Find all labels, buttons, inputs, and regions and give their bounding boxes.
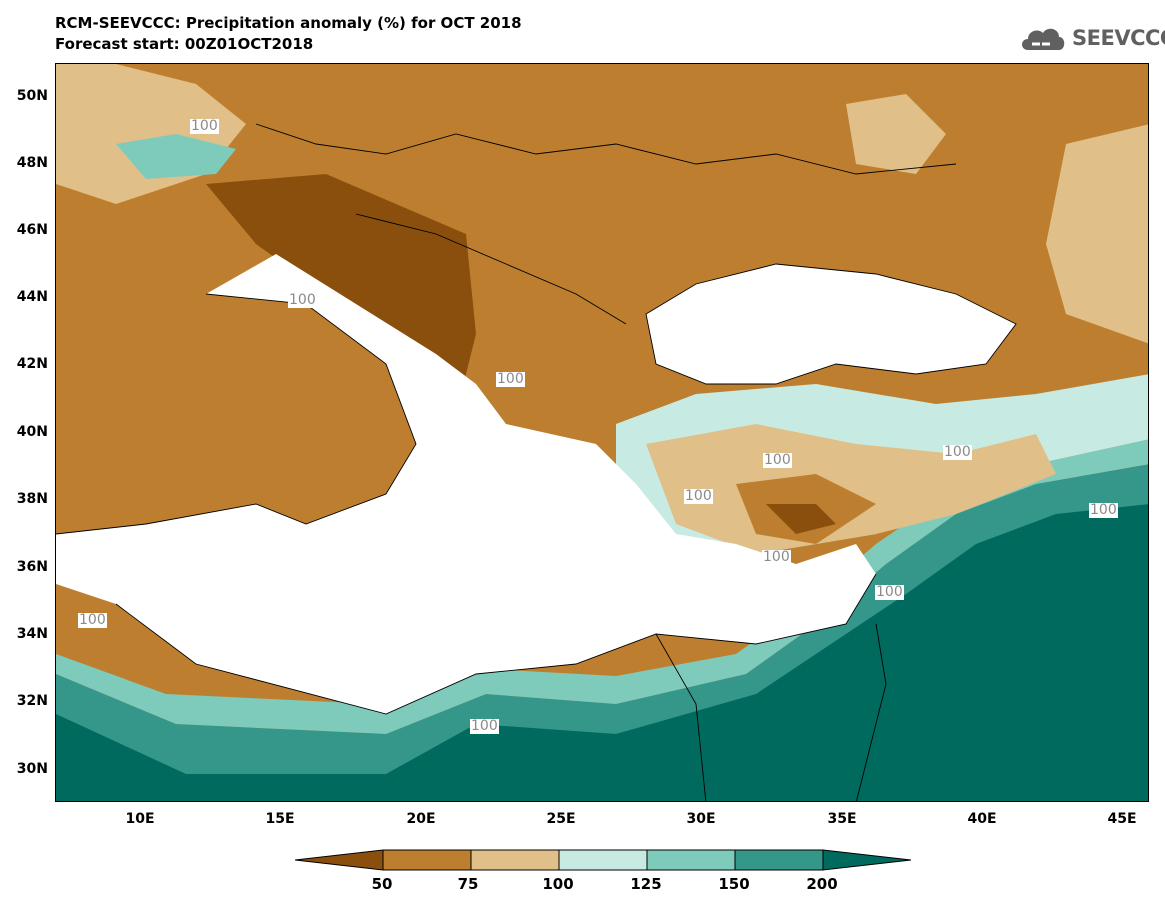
colorbar-label-200: 200 (806, 875, 838, 893)
lat-label-38n: 38N (16, 491, 48, 507)
lon-label-15e: 15E (265, 811, 295, 827)
colorbar-bin (734, 849, 824, 871)
contour-label: 100 (190, 118, 219, 134)
contour-label: 100 (496, 371, 525, 387)
field-75-100-east (1046, 124, 1148, 344)
contour-label: 100 (762, 549, 791, 565)
lon-label-20e: 20E (406, 811, 436, 827)
lat-label-30n: 30N (16, 761, 48, 777)
lat-label-48n: 48N (16, 155, 48, 171)
lat-label-40n: 40N (16, 424, 48, 440)
lon-label-35e: 35E (827, 811, 857, 827)
colorbar-bin (470, 849, 560, 871)
lat-label-44n: 44N (16, 289, 48, 305)
contour-label: 100 (1089, 502, 1118, 518)
contour-label: 100 (470, 718, 499, 734)
contour-label: 100 (684, 488, 713, 504)
colorbar (295, 849, 912, 871)
lon-label-40e: 40E (967, 811, 997, 827)
contour-label: 100 (288, 292, 317, 308)
field-75-100-ukraine (846, 94, 946, 174)
anomaly-map (55, 63, 1149, 802)
lat-label-34n: 34N (16, 626, 48, 642)
colorbar-bin (295, 849, 384, 871)
lat-label-36n: 36N (16, 559, 48, 575)
country-borders (56, 123, 1017, 801)
colorbar-label-125: 125 (630, 875, 662, 893)
field-125-150-nw (116, 134, 236, 179)
colorbar-label-75: 75 (457, 875, 479, 893)
contour-label: 100 (78, 612, 107, 628)
colorbar-bin (646, 849, 736, 871)
colorbar-bin (382, 849, 472, 871)
logo-text: SEEVCCC (1072, 26, 1165, 50)
colorbar-label-50: 50 (371, 875, 393, 893)
lon-label-30e: 30E (686, 811, 716, 827)
lon-label-25e: 25E (546, 811, 576, 827)
field-below-50-anatolia (766, 504, 836, 534)
contour-label: 100 (875, 584, 904, 600)
field-150-200 (56, 464, 1148, 774)
mediterranean-sea (56, 254, 876, 714)
black-sea (646, 264, 1016, 384)
colorbar-bin (822, 849, 912, 871)
contour-label: 100 (943, 444, 972, 460)
colorbar-bin (558, 849, 648, 871)
map-title: RCM-SEEVCCC: Precipitation anomaly (%) f… (55, 14, 522, 32)
lon-label-45e: 45E (1107, 811, 1137, 827)
lon-label-10e: 10E (125, 811, 155, 827)
seevccc-logo: SEEVCCC (1018, 22, 1165, 56)
lat-label-32n: 32N (16, 693, 48, 709)
lat-label-50n: 50N (16, 88, 48, 104)
forecast-start: Forecast start: 00Z01OCT2018 (55, 35, 314, 53)
lat-label-46n: 46N (16, 222, 48, 238)
colorbar-label-100: 100 (542, 875, 574, 893)
lat-label-42n: 42N (16, 356, 48, 372)
cloud-icon (1022, 28, 1065, 50)
field-above-200 (56, 494, 1148, 801)
colorbar-label-150: 150 (718, 875, 750, 893)
contour-label: 100 (763, 452, 792, 468)
map-canvas (56, 64, 1148, 801)
